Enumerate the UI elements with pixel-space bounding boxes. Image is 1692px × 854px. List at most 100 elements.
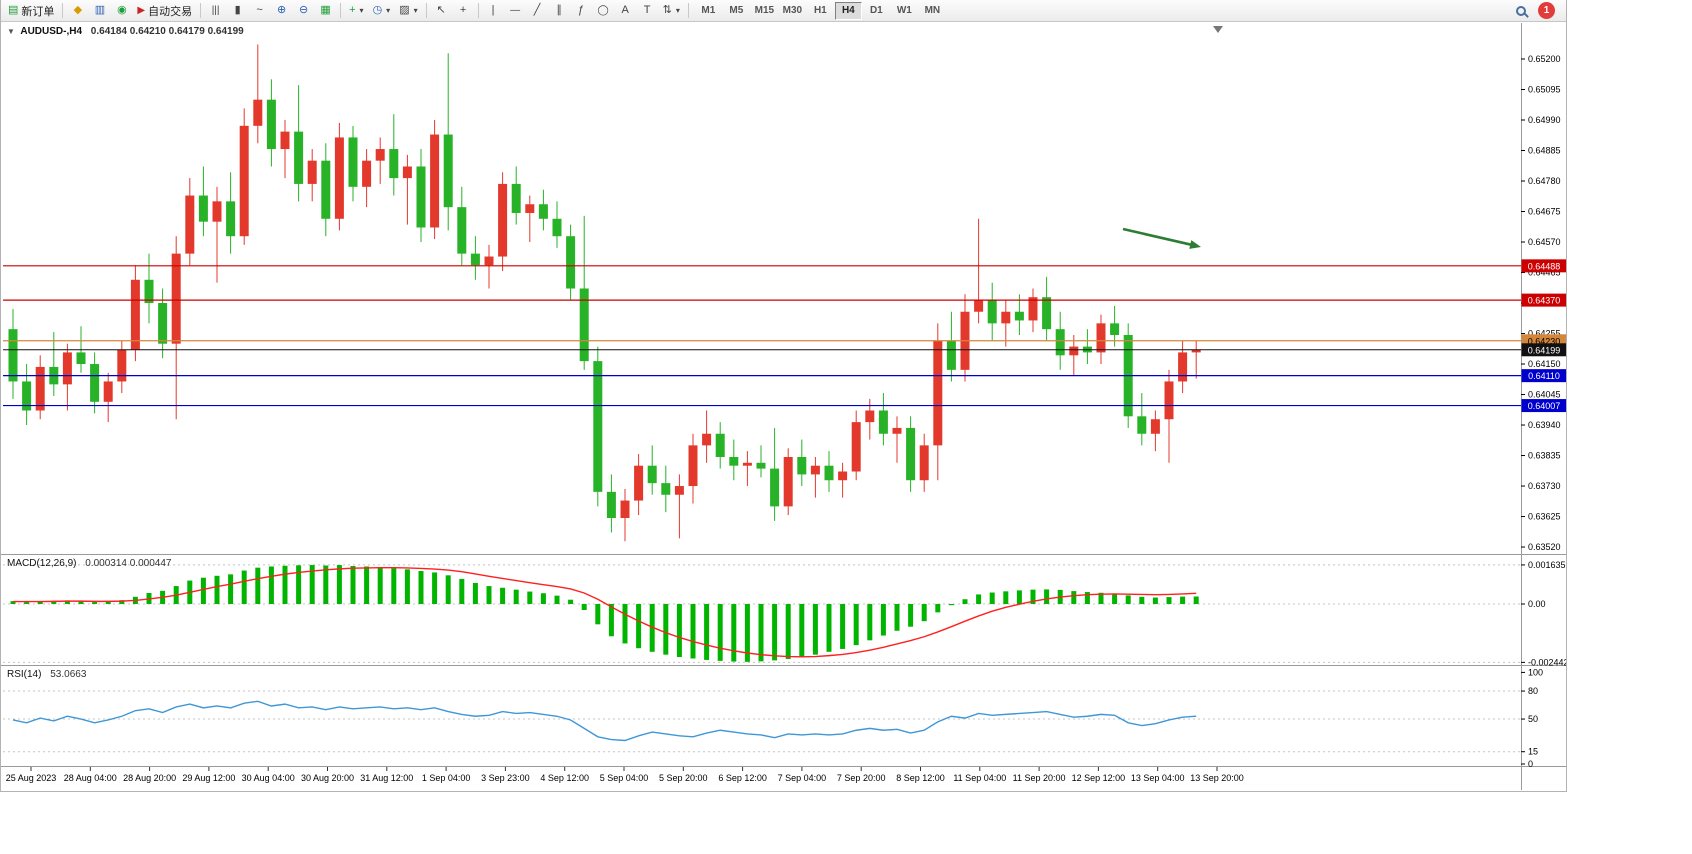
svg-text:0.64370: 0.64370 (1528, 296, 1561, 306)
tile-windows-button[interactable]: ▦ (315, 1, 336, 20)
autotrading-label: 自动交易 (148, 5, 193, 18)
svg-text:0.001635: 0.001635 (1528, 560, 1566, 570)
bar-chart-button[interactable]: ||| (205, 1, 226, 20)
data-window-button[interactable]: ▥ (89, 1, 110, 20)
new-order-button[interactable]: ▤ 新订单 (4, 1, 58, 20)
timeframe-m5-button[interactable]: M5 (723, 2, 750, 20)
candle-body (375, 149, 385, 161)
trendline-button[interactable]: ╱ (527, 1, 548, 20)
timeframe-h1-button[interactable]: H1 (807, 2, 834, 20)
candle-body (606, 491, 616, 518)
candle-body (484, 256, 494, 266)
shapes-button[interactable]: ◯ (593, 1, 614, 20)
arrows-icon: ⇅ (662, 4, 672, 16)
toolbar-separator (200, 3, 202, 18)
navigator-button[interactable]: ◉ (111, 1, 132, 20)
candle-chart-button[interactable]: ▮ (227, 1, 248, 20)
timeframe-d1-button[interactable]: D1 (863, 2, 890, 20)
chart-canvas[interactable]: 0.65200 0.65095 0.64990 0.64885 0.64780 0.646… (1, 0, 1566, 791)
channel-button[interactable]: ∥ (549, 1, 570, 20)
tile-windows-icon: ▦ (320, 4, 331, 16)
fibonacci-button[interactable]: ƒ (571, 1, 592, 20)
candle-body (348, 137, 358, 187)
candle-body (851, 422, 861, 472)
svg-text:31 Aug 12:00: 31 Aug 12:00 (360, 773, 413, 783)
candle-body (674, 486, 684, 495)
price-scale[interactable]: 0.65200 0.65095 0.64990 0.64885 0.64780 0.646… (1521, 54, 1561, 552)
rsi-line (12, 700, 1197, 742)
svg-text:0.63730: 0.63730 (1528, 481, 1561, 491)
cursor-icon: ↖ (436, 4, 446, 16)
cursor-button[interactable]: ↖ (431, 1, 452, 20)
candle-body (253, 99, 263, 126)
timeframe-w1-button[interactable]: W1 (891, 2, 918, 20)
svg-text:0: 0 (1528, 759, 1533, 769)
timeframe-m1-button[interactable]: M1 (695, 2, 722, 20)
candlestick-series (8, 44, 1201, 542)
price-badge (1521, 293, 1566, 307)
candle-body (266, 99, 276, 150)
svg-text:0.64675: 0.64675 (1528, 207, 1561, 217)
candle-body (416, 166, 426, 228)
chart-shift-marker[interactable] (1213, 26, 1223, 33)
timeframe-m30-button[interactable]: M30 (779, 2, 806, 20)
templates-button[interactable]: ▨ ▾ (395, 1, 421, 20)
price-badge (1521, 343, 1566, 357)
autotrading-button[interactable]: ▶ 自动交易 (133, 1, 196, 20)
market-watch-button[interactable]: ◆ (67, 1, 88, 20)
arrows-tool-button[interactable]: ⇅ ▾ (659, 1, 684, 20)
candle-body (1069, 346, 1079, 356)
candle-body (1096, 323, 1106, 353)
indicators-button[interactable]: + ▾ (345, 1, 367, 20)
candle-body (62, 352, 72, 385)
candle-body (946, 340, 956, 370)
svg-text:0.64465: 0.64465 (1528, 268, 1561, 278)
crosshair-button[interactable]: + (453, 1, 474, 20)
candle-body (307, 160, 317, 184)
svg-text:0.64990: 0.64990 (1528, 115, 1561, 125)
timeframe-mn-button[interactable]: MN (919, 2, 946, 20)
periods-button[interactable]: ◷ ▾ (369, 1, 395, 20)
candle-body (185, 195, 195, 254)
zoom-out-button[interactable]: ⊖ (293, 1, 314, 20)
trend-arrow-annotation[interactable] (1122, 227, 1201, 249)
svg-text:0.64007: 0.64007 (1528, 401, 1561, 411)
horizontal-line-button[interactable]: — (505, 1, 526, 20)
candle-body (294, 131, 304, 184)
candle-body (22, 381, 32, 411)
svg-text:30 Aug 04:00: 30 Aug 04:00 (242, 773, 295, 783)
line-chart-button[interactable]: ~ (249, 1, 270, 20)
svg-text:0.65200: 0.65200 (1528, 54, 1561, 64)
candle-body (647, 465, 657, 484)
notification-badge[interactable]: 1 (1538, 2, 1555, 19)
text-label-icon: T (643, 4, 651, 16)
indicators-icon: + (349, 4, 356, 16)
time-scale[interactable]: 25 Aug 2023 28 Aug 04:00 28 Aug 20:00 29 Au… (6, 767, 1244, 783)
toolbar-separator (62, 3, 64, 18)
zoom-in-button[interactable]: ⊕ (271, 1, 292, 20)
timeframe-toolbar: M1 M5 M15 M30 H1 H4 D1 W1 MN (695, 1, 946, 20)
svg-text:0.64488: 0.64488 (1528, 261, 1561, 271)
svg-text:7 Sep 04:00: 7 Sep 04:00 (778, 773, 827, 783)
symbol-dropdown-icon[interactable]: ▼ (7, 27, 15, 36)
candle-body (810, 465, 820, 475)
toolbar-separator (477, 3, 479, 18)
text-label-button[interactable]: T (637, 1, 658, 20)
svg-text:-0.002442: -0.002442 (1528, 657, 1566, 667)
clock-icon: ◷ (372, 4, 383, 16)
candle-body (756, 462, 766, 469)
timeframe-m15-button[interactable]: M15 (751, 2, 778, 20)
candle-body (321, 160, 331, 219)
svg-text:0.64230: 0.64230 (1528, 336, 1561, 346)
search-icon[interactable] (1516, 5, 1526, 16)
candle-body (538, 204, 548, 219)
candle-body (158, 303, 168, 344)
timeframe-h4-button[interactable]: H4 (834, 1, 862, 20)
candle-body (783, 456, 793, 507)
data-window-icon: ▥ (94, 4, 106, 16)
candle-body (1178, 352, 1188, 382)
text-button[interactable]: A (615, 1, 636, 20)
svg-text:7 Sep 20:00: 7 Sep 20:00 (837, 773, 886, 783)
vertical-line-button[interactable]: | (483, 1, 504, 20)
svg-text:0.64885: 0.64885 (1528, 146, 1561, 156)
